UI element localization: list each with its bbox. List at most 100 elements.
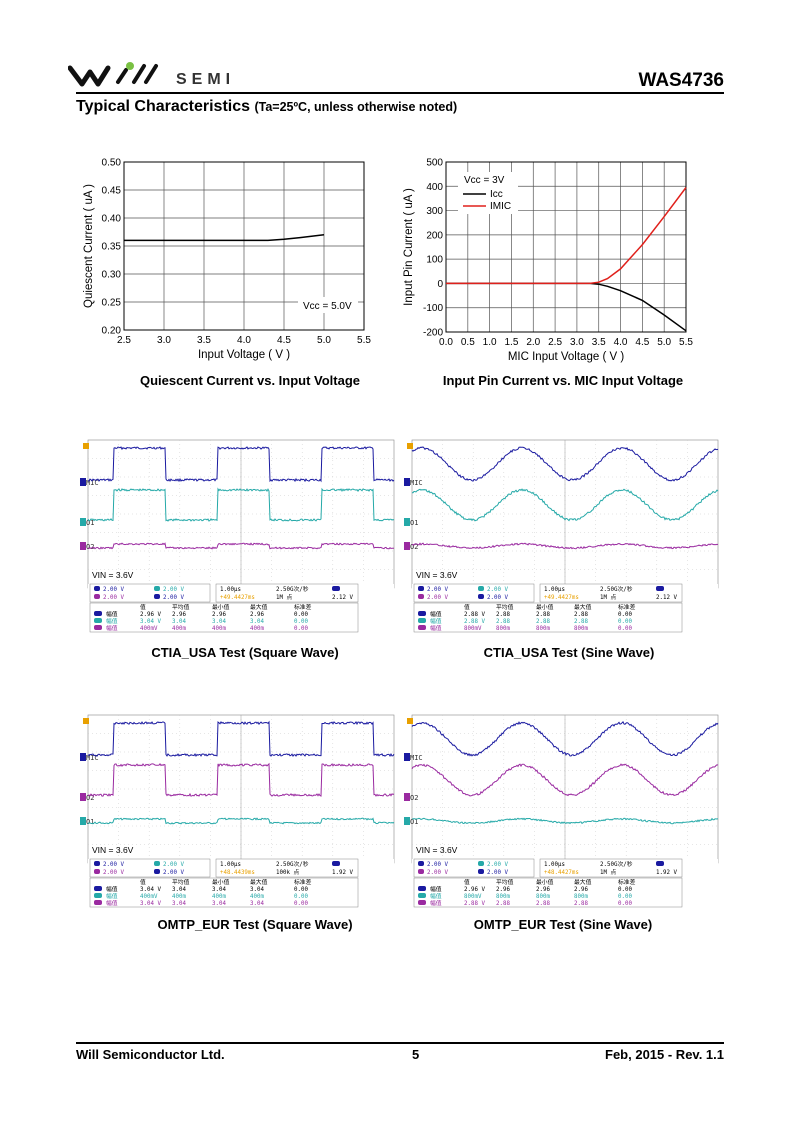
trigger-source-icon [332, 586, 340, 591]
stats-cell: 幅值 [106, 899, 118, 907]
stats-cell: 0.00 [618, 894, 632, 900]
channel-label-mic: MIC [86, 479, 99, 487]
channel-volts: 2.00 V [163, 595, 184, 601]
stats-cell: 400mV [140, 894, 158, 900]
channel-chip-icon [478, 586, 484, 591]
channel-label-o1: O1 [410, 519, 418, 527]
channel-marker-icon [404, 518, 410, 526]
scope-omtp-sine: MIC O2 O1 VIN = 3.6V 2.00 V 2.00 V 2.00 V 2.00 … [404, 714, 719, 908]
waveform-mic [411, 721, 719, 757]
y-tick-label: -200 [423, 328, 443, 339]
stats-box [413, 877, 683, 908]
channel-marker-icon [404, 753, 410, 761]
stats-channel-icon [418, 611, 426, 616]
channel-volts: 2.00 V [163, 862, 184, 868]
channel-volts: 2.00 V [103, 587, 124, 593]
series-line-0 [446, 282, 687, 332]
stats-cell: 3.04 [212, 901, 226, 907]
timebase-box [215, 583, 359, 603]
stats-cell: 400m [250, 894, 264, 900]
channel-chip-icon [94, 594, 100, 599]
y-tick-label: 0.30 [102, 270, 122, 281]
stats-cell: 幅值 [106, 610, 118, 618]
channel-chip-icon [418, 594, 424, 599]
stats-cell: 3.04 [212, 887, 226, 893]
channel-chip-icon [154, 586, 160, 591]
header-divider [76, 92, 724, 94]
scope-ctia-sine: MIC O1 O2 VIN = 3.6V 2.00 V 2.00 V 2.00 V 2.00 … [404, 439, 719, 633]
waveform-o1 [87, 817, 395, 825]
channel-label-o1: O1 [410, 818, 418, 826]
stats-header: 最小值 [212, 878, 230, 886]
y-tick-label: 400 [426, 182, 443, 193]
stats-header: 标准差 [294, 603, 312, 611]
y-tick-label: 0.35 [102, 242, 122, 253]
stats-cell: 400m [172, 626, 186, 632]
stats-channel-icon [94, 625, 102, 630]
stats-channel-icon [418, 900, 426, 905]
legend-box [458, 172, 518, 214]
trigger-marker-icon [407, 718, 413, 724]
channel-chip-icon [418, 869, 424, 874]
trigger-marker-icon [83, 718, 89, 724]
y-tick-label: 200 [426, 230, 443, 241]
stats-channel-icon [418, 886, 426, 891]
record-length: 1M 点 [600, 593, 616, 601]
stats-channel-icon [94, 886, 102, 891]
legend-label: Icc [490, 189, 503, 200]
waveform-o1 [87, 487, 395, 522]
sample-rate: 2.50G次/秒 [600, 860, 633, 868]
channel-chip-icon [154, 861, 160, 866]
channel-settings-box [89, 583, 211, 603]
stats-cell: 0.00 [294, 887, 308, 893]
trigger-marker-icon [407, 443, 413, 449]
legend-label: IMIC [490, 201, 511, 212]
stats-cell: 0.00 [618, 901, 632, 907]
stats-header: 平均值 [172, 603, 190, 611]
time-offset: +49.4427ms [220, 595, 255, 601]
waveform-o2 [411, 542, 719, 550]
stats-cell: 2.88 [496, 612, 510, 618]
channel-volts: 2.00 V [427, 870, 448, 876]
chart1-caption: Quiescent Current vs. Input Voltage [139, 373, 361, 388]
stats-header: 值 [464, 878, 470, 886]
footer-divider [76, 1042, 724, 1044]
y-tick-label: 0.50 [102, 158, 122, 169]
stats-cell: 3.04 [172, 901, 186, 907]
stats-cell: 3.04 [250, 901, 264, 907]
channel-volts: 2.00 V [487, 595, 508, 601]
trigger-source-icon [656, 586, 664, 591]
x-tick-label: 3.0 [570, 337, 584, 348]
stats-cell: 3.04 [172, 887, 186, 893]
stats-cell: 0.00 [294, 612, 308, 618]
stats-channel-icon [94, 900, 102, 905]
stats-cell: 800m [536, 626, 550, 632]
sample-rate: 2.50G次/秒 [600, 585, 633, 593]
stats-channel-icon [418, 625, 426, 630]
x-tick-label: 2.5 [548, 337, 562, 348]
stats-header: 标准差 [618, 878, 636, 886]
stats-cell: 2.88 V [464, 901, 485, 907]
y-axis-label: Quiescent Current ( uA ) [83, 184, 95, 308]
channel-label-o2: O2 [86, 543, 94, 551]
section-title-text: Typical Characteristics [76, 98, 251, 115]
stats-cell: 3.04 [250, 887, 264, 893]
stats-header: 值 [140, 603, 146, 611]
channel-chip-icon [478, 869, 484, 874]
stats-channel-icon [418, 893, 426, 898]
stats-cell: 0.00 [618, 887, 632, 893]
channel-volts: 2.00 V [487, 870, 508, 876]
stats-cell: 2.88 [536, 612, 550, 618]
stats-header: 最小值 [536, 603, 554, 611]
stats-cell: 幅值 [430, 899, 442, 907]
channel-marker-icon [80, 542, 86, 550]
x-axis-label: MIC Input Voltage ( V ) [508, 351, 625, 363]
stats-cell: 2.96 V [464, 887, 485, 893]
channel-marker-icon [404, 817, 410, 825]
stats-channel-icon [94, 611, 102, 616]
stats-header: 标准差 [618, 603, 636, 611]
waveform-o1 [411, 817, 719, 825]
channel-volts: 2.00 V [163, 587, 184, 593]
stats-cell: 3.04 V [140, 619, 161, 625]
footer-page-number: 5 [412, 1047, 420, 1062]
